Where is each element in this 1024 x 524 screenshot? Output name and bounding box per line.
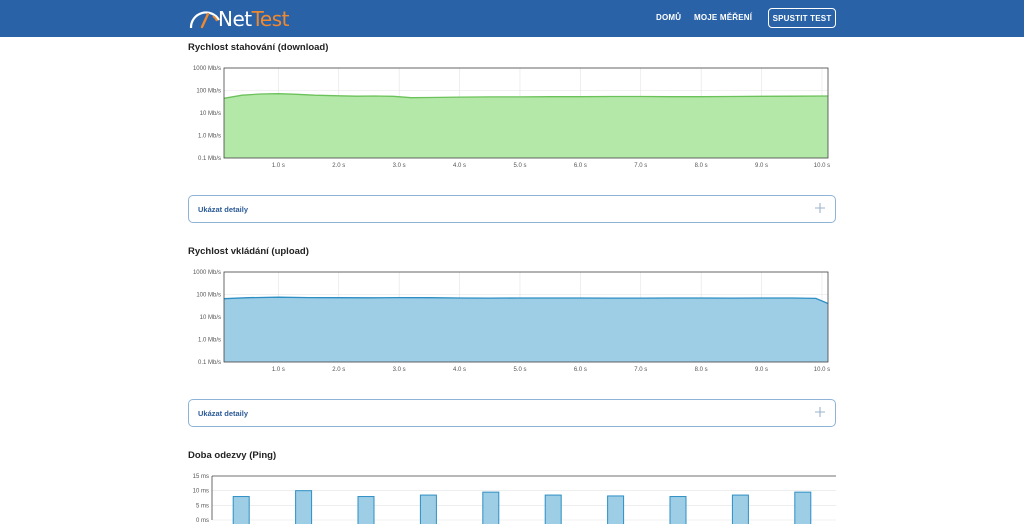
x-tick-label: 7.0 s (634, 163, 647, 169)
series-area (224, 93, 828, 158)
x-tick-label: 2.0 s (332, 367, 345, 373)
x-tick-label: 5.0 s (513, 163, 526, 169)
logo-text-test: Test (251, 7, 290, 31)
upload-section-title: Rychlost vkládání (upload) (188, 246, 309, 257)
x-tick-label: 3.0 s (393, 367, 406, 373)
nav-my-results-link[interactable]: MOJE MĚŘENÍ (694, 13, 753, 22)
x-tick-label: 4.0 s (453, 367, 466, 373)
y-tick-label: 1.0 Mb/s (198, 134, 221, 140)
y-tick-label: 10 Mb/s (200, 111, 221, 117)
x-tick-label: 1.0 s (272, 163, 285, 169)
series-area (224, 297, 828, 362)
x-tick-label: 2.0 s (332, 163, 345, 169)
ping-bar (731, 494, 749, 524)
x-tick-label: 3.0 s (393, 163, 406, 169)
y-tick-label: 10 ms (193, 489, 209, 495)
y-tick-label: 1000 Mb/s (193, 270, 221, 276)
logo-text-net: Net (218, 7, 252, 31)
y-tick-label: 100 Mb/s (196, 293, 221, 299)
x-tick-label: 5.0 s (513, 367, 526, 373)
download-section-title: Rychlost stahování (download) (188, 42, 329, 53)
y-tick-label: 0 ms (196, 518, 209, 524)
x-tick-label: 4.0 s (453, 163, 466, 169)
ping-bar (419, 494, 437, 524)
series-line (223, 296, 829, 305)
ping-bar (669, 496, 687, 524)
plus-icon (815, 203, 825, 213)
x-tick-label: 10.0 s (814, 367, 830, 373)
run-test-button[interactable]: SPUSTIT TEST (768, 8, 836, 28)
plot-frame (223, 271, 829, 363)
ping-bar (482, 491, 500, 524)
y-tick-label: 100 Mb/s (196, 89, 221, 95)
x-tick-label: 1.0 s (272, 367, 285, 373)
x-tick-label: 7.0 s (634, 367, 647, 373)
y-tick-label: 1000 Mb/s (193, 66, 221, 72)
ping-bar (357, 496, 375, 524)
y-tick-label: 0.1 Mb/s (198, 156, 221, 162)
x-tick-label: 10.0 s (814, 163, 830, 169)
y-tick-label: 15 ms (193, 474, 209, 480)
nav-home-link[interactable]: DOMŮ (656, 13, 682, 22)
x-tick-label: 8.0 s (695, 163, 708, 169)
details-label: Ukázat detaily (198, 205, 249, 214)
details-label: Ukázat detaily (198, 409, 249, 418)
series-line (223, 93, 829, 99)
plot-frame (223, 67, 829, 159)
y-tick-label: 5 ms (196, 503, 209, 509)
ping-chart: 0 ms 5 ms 10 ms 15 ms (193, 474, 836, 524)
y-tick-label: 10 Mb/s (200, 315, 221, 321)
upload-speed-chart: 0.1 Mb/s 1.0 Mb/s 10 Mb/s 100 Mb/s 1000 Mb/s… (193, 270, 830, 373)
ping-section-title: Doba odezvy (Ping) (188, 450, 277, 461)
x-tick-label: 8.0 s (695, 367, 708, 373)
download-speed-chart: 0.1 Mb/s 1.0 Mb/s 10 Mb/s 100 Mb/s 1000 Mb/s… (193, 66, 830, 169)
download-details-toggle[interactable]: Ukázat detaily (188, 195, 836, 223)
x-tick-label: 6.0 s (574, 367, 587, 373)
y-tick-label: 1.0 Mb/s (198, 338, 221, 344)
x-tick-label: 9.0 s (755, 367, 768, 373)
speedometer-logo-icon (189, 11, 220, 29)
ping-bar (607, 495, 625, 524)
plus-icon (815, 407, 825, 417)
y-tick-label: 0.1 Mb/s (198, 360, 221, 366)
ping-bar (794, 491, 812, 524)
upload-details-toggle[interactable]: Ukázat detaily (188, 399, 836, 427)
nettest-logo[interactable]: NetTest (188, 6, 290, 32)
top-navbar: NetTest DOMŮ MOJE MĚŘENÍ SPUSTIT TEST (0, 0, 1024, 37)
ping-bar (544, 494, 562, 524)
ping-bar (232, 496, 250, 524)
x-tick-label: 6.0 s (574, 163, 587, 169)
x-tick-label: 9.0 s (755, 163, 768, 169)
ping-bar (295, 490, 313, 524)
